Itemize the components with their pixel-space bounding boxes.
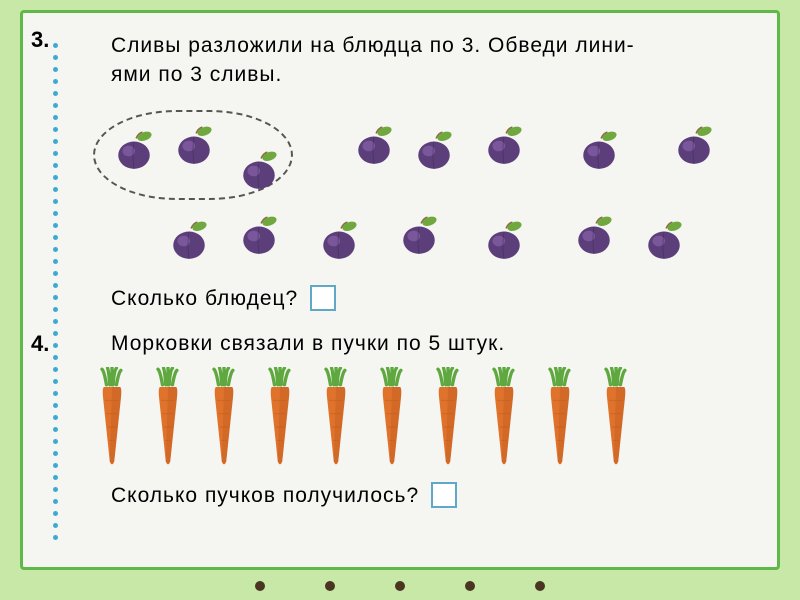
plum-icon	[578, 130, 620, 172]
carrot-icon	[93, 367, 131, 467]
plum-icon	[113, 130, 155, 172]
plum-icon	[173, 125, 215, 167]
plum-icon	[673, 125, 715, 167]
plum-icon	[398, 215, 440, 257]
deco-dot	[325, 581, 335, 591]
carrot-icon	[429, 367, 467, 467]
plum-illustration-area	[83, 100, 723, 280]
carrot-icon	[541, 367, 579, 467]
plum-icon	[413, 130, 455, 172]
margin-dots	[53, 43, 59, 543]
plum-icon	[318, 220, 360, 262]
plum-icon	[483, 220, 525, 262]
plum-icon	[483, 125, 525, 167]
carrot-icon	[485, 367, 523, 467]
plum-icon	[573, 215, 615, 257]
carrot-icon	[373, 367, 411, 467]
deco-dot	[465, 581, 475, 591]
carrot-icon	[597, 367, 635, 467]
problem-4-question: Сколько пучков получилось?	[111, 481, 419, 510]
worksheet-page: 3. Сливы разложили на блюдца по 3. Обвед…	[20, 10, 780, 570]
carrot-icon	[149, 367, 187, 467]
deco-dot	[535, 581, 545, 591]
footer-decoration	[0, 576, 800, 596]
problem-4-number: 4.	[31, 331, 49, 357]
plum-icon	[168, 220, 210, 262]
problem-3-number: 3.	[31, 27, 49, 53]
problem-3-text-line2: ями по 3 сливы.	[111, 60, 747, 89]
carrot-icon	[261, 367, 299, 467]
carrot-illustration-area	[83, 367, 723, 477]
problem-4-answer-box[interactable]	[431, 482, 457, 508]
problem-4-text: Морковки связали в пучки по 5 штук.	[111, 329, 747, 358]
plum-icon	[238, 215, 280, 257]
deco-dot	[255, 581, 265, 591]
deco-dot	[395, 581, 405, 591]
plum-icon	[643, 220, 685, 262]
plum-icon	[353, 125, 395, 167]
problem-3-question: Сколько блюдец?	[111, 284, 298, 313]
problem-3-answer-box[interactable]	[310, 285, 336, 311]
plum-icon	[238, 150, 280, 192]
carrot-icon	[317, 367, 355, 467]
carrot-icon	[205, 367, 243, 467]
problem-3-text-line1: Сливы разложили на блюдца по 3. Обведи л…	[111, 31, 747, 60]
